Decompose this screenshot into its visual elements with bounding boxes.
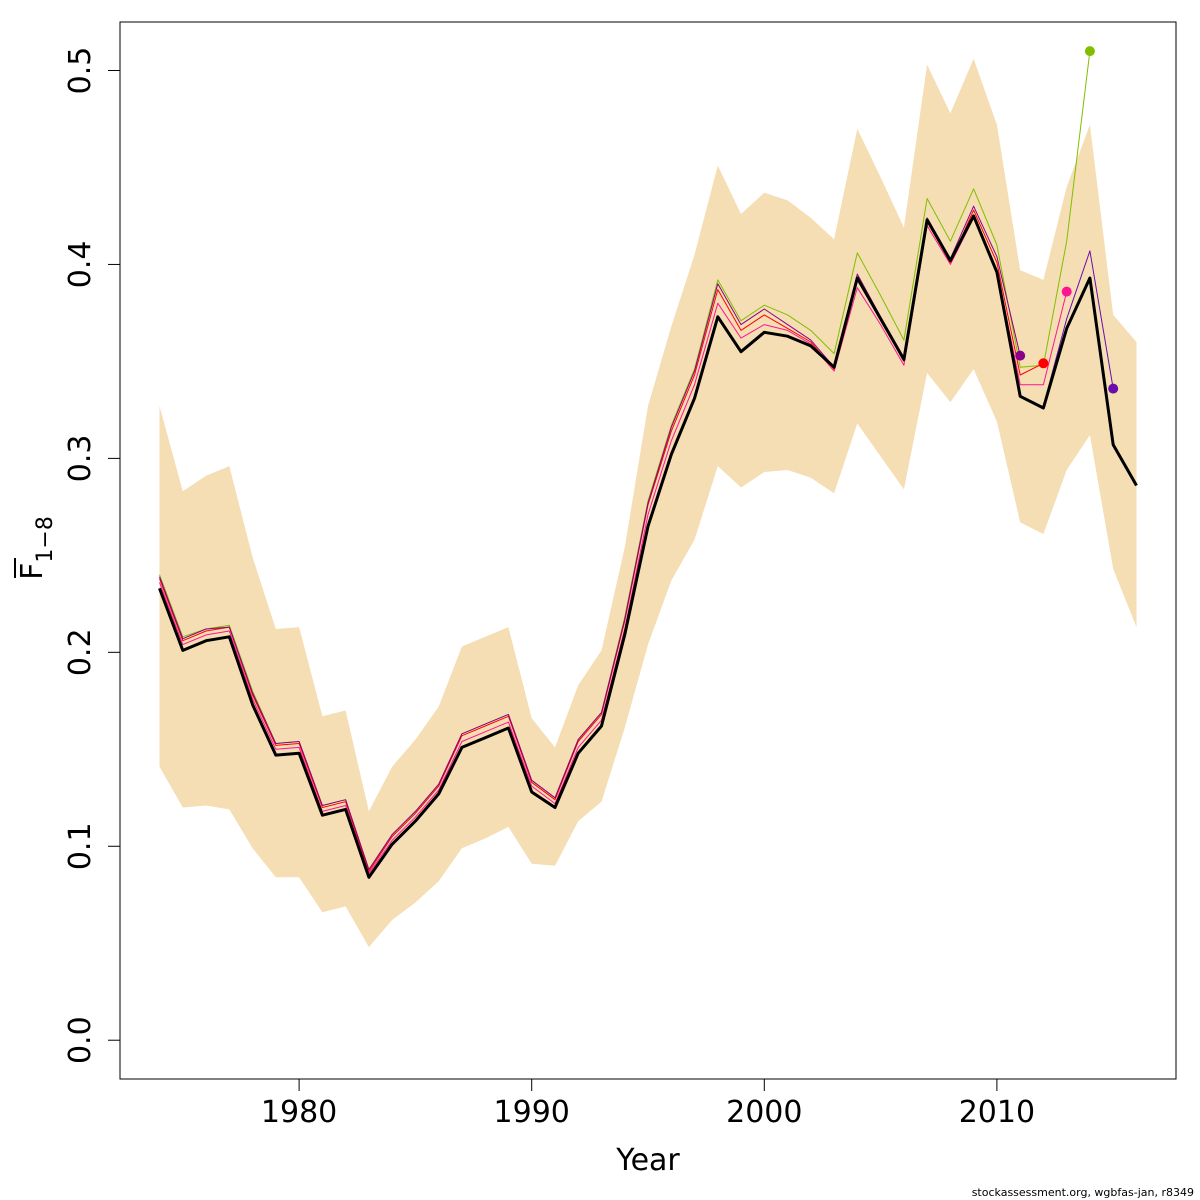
series-line-0 <box>158 214 1138 879</box>
end-point-layer <box>1015 46 1119 394</box>
y-tick-label-group: 0.4 <box>63 241 98 289</box>
y-tick-label: 0.4 <box>63 241 98 289</box>
x-tick-label: 2010 <box>959 1095 1035 1130</box>
series-end-point-1 <box>1084 46 1095 57</box>
series-end-point-2 <box>1061 286 1072 297</box>
x-tick-label: 1990 <box>494 1095 570 1130</box>
series-end-point-5 <box>1108 383 1119 394</box>
y-axis-title-main: F <box>15 563 50 580</box>
y-tick-label-group: 0.2 <box>63 628 98 676</box>
y-tick-label-group: 0.0 <box>63 1016 98 1064</box>
y-tick-label: 0.1 <box>63 822 98 870</box>
y-tick-label-group: 0.1 <box>63 822 98 870</box>
y-tick-label-group: 0.3 <box>63 435 98 483</box>
y-tick-label-group: 0.5 <box>63 47 98 95</box>
x-axis: 1980 1990 2000 2010 <box>261 1078 1035 1130</box>
x-tick-label: 1980 <box>261 1095 337 1130</box>
y-tick-label: 0.5 <box>63 47 98 95</box>
y-tick-label: 0.3 <box>63 435 98 483</box>
series-end-point-4 <box>1015 350 1026 361</box>
y-axis: 0.0 0.1 0.2 0.3 0.4 0.5 <box>63 47 121 1064</box>
x-tick-label: 2000 <box>726 1095 802 1130</box>
y-axis-title: F1−8 <box>14 516 58 580</box>
series-layer <box>158 51 1138 879</box>
credit-text: stockassessment.org, wgbfas-jan, r8349 <box>972 1186 1194 1199</box>
svg-text:F1−8: F1−8 <box>15 516 58 580</box>
y-axis-title-subscript: 1−8 <box>33 516 58 562</box>
x-axis-title: Year <box>615 1143 680 1178</box>
series-line-5 <box>1042 250 1114 407</box>
y-tick-label: 0.2 <box>63 628 98 676</box>
y-tick-label: 0.0 <box>63 1016 98 1064</box>
series-end-point-3 <box>1038 358 1049 369</box>
